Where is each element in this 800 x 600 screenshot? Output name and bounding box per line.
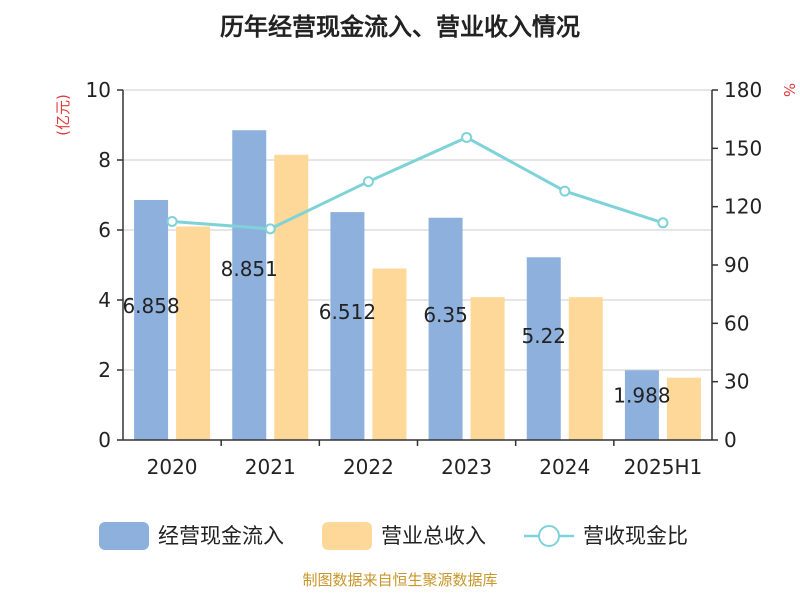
left-tick-label: 10 [86, 78, 111, 102]
grid [123, 89, 712, 371]
left-tick-label: 8 [98, 148, 111, 172]
source-note: 制图数据来自恒生聚源数据库 [302, 571, 497, 589]
bar-revenue [372, 268, 407, 440]
right-tick-label: 180 [724, 78, 762, 102]
bars [134, 130, 701, 440]
chart-title: 历年经营现金流入、营业收入情况 [220, 13, 580, 41]
bar-revenue [274, 154, 309, 440]
ratio-point [657, 217, 669, 229]
x-tick-label: 2020 [147, 455, 198, 479]
bar-cash-inflow [624, 370, 659, 440]
bar-cash-inflow [330, 212, 365, 440]
x-tick-label: 2022 [343, 455, 394, 479]
bar-cash-inflow [526, 257, 561, 440]
bar-cash-inflow [134, 199, 169, 440]
left-tick-label: 4 [98, 288, 111, 312]
x-tick-label: 2024 [539, 455, 590, 479]
left-axis-unit: (亿元) [54, 94, 72, 136]
cash-inflow-data-label: 8.851 [221, 257, 278, 281]
data-labels: 6.858 8.851 6.512 6.35 5.22 1.988 [122, 257, 670, 408]
right-tick-label: 120 [724, 195, 762, 219]
bar-cash-inflow [428, 217, 463, 440]
legend: 经营现金流入 营业总收入 营收现金比 [99, 522, 688, 550]
legend-label-revenue: 营业总收入 [381, 524, 486, 548]
ratio-point [362, 176, 374, 188]
left-tick-label: 2 [98, 358, 111, 382]
legend-swatch-cash-inflow [99, 522, 149, 550]
bar-revenue [470, 297, 505, 440]
x-tick-label: 2025H1 [624, 455, 703, 479]
axes: 0 2 4 6 8 10 0 30 60 90 120 150 180 2020 2021 2022 2023 2… [86, 78, 763, 479]
right-tick-label: 60 [724, 311, 749, 335]
bar-revenue [176, 226, 211, 440]
cash-inflow-data-label: 6.858 [122, 294, 179, 318]
bar-revenue [568, 297, 603, 440]
left-tick-label: 6 [98, 218, 111, 242]
ratio-line-group [166, 131, 669, 235]
right-tick-label: 90 [724, 253, 749, 277]
legend-label-ratio: 营收现金比 [583, 524, 688, 548]
cash-inflow-data-label: 6.35 [423, 303, 468, 327]
right-axis-unit: % [780, 83, 798, 97]
right-tick-label: 0 [724, 428, 737, 452]
cash-inflow-data-label: 5.22 [521, 324, 566, 348]
legend-marker-ratio [538, 525, 560, 547]
x-tick-label: 2021 [245, 455, 296, 479]
cash-inflow-data-label: 1.988 [613, 383, 670, 407]
ratio-point [264, 223, 276, 235]
x-tick-label: 2023 [441, 455, 492, 479]
left-tick-label: 0 [98, 428, 111, 452]
legend-label-cash-inflow: 经营现金流入 [158, 524, 284, 548]
cash-inflow-data-label: 6.512 [319, 300, 376, 324]
ratio-line [171, 135, 664, 231]
bar-revenue [666, 377, 701, 440]
right-tick-label: 150 [724, 136, 762, 160]
bar-cash-inflow [232, 130, 267, 440]
ratio-point [166, 215, 178, 227]
legend-swatch-revenue [322, 522, 372, 550]
ratio-point [559, 185, 571, 197]
ratio-point [461, 131, 473, 143]
right-tick-label: 30 [724, 370, 749, 394]
